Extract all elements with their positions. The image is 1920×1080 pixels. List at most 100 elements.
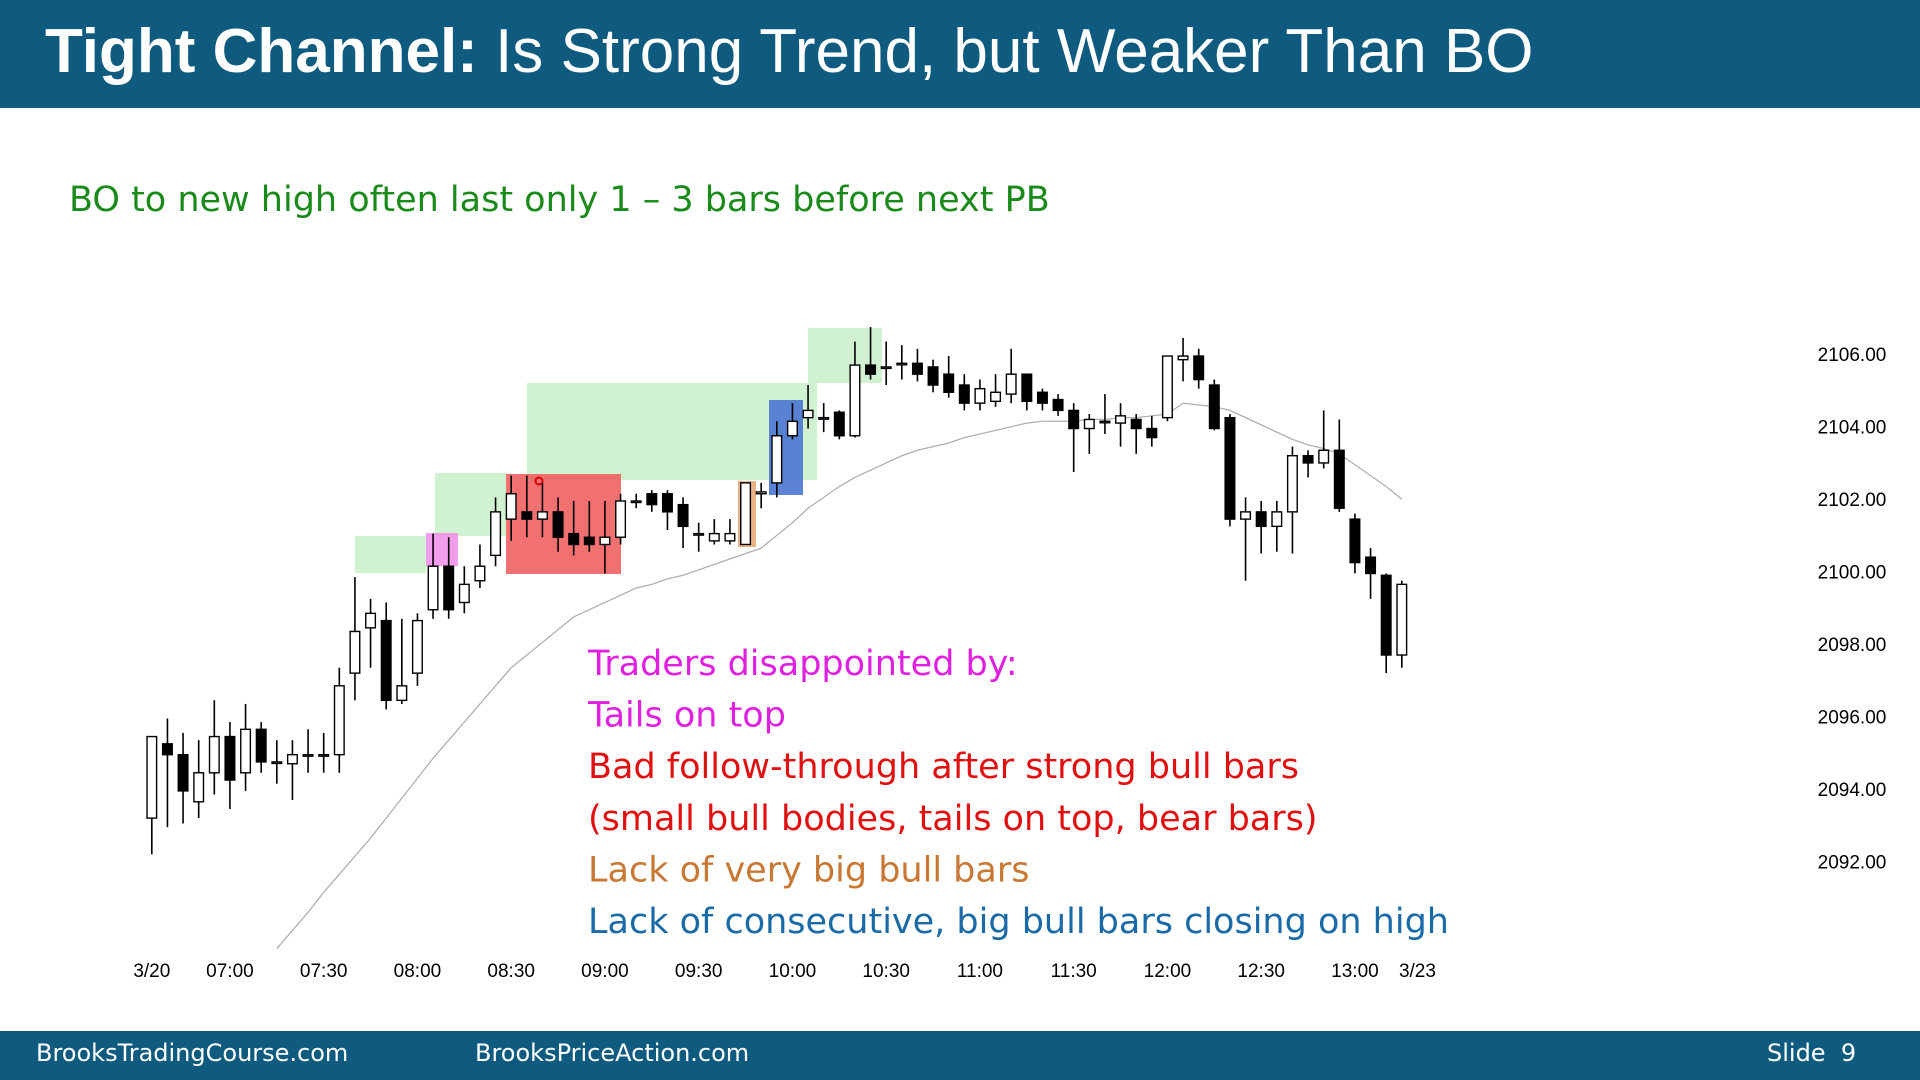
candle-body (911, 362, 923, 375)
x-tick-label: 3/23 (1399, 961, 1436, 982)
y-tick-label: 2094.00 (1818, 780, 1887, 801)
candle-body (1036, 391, 1048, 404)
candle-body (1115, 415, 1127, 424)
candle-body (1052, 398, 1064, 412)
x-tick-label: 08:30 (487, 961, 535, 982)
annotation: Traders disappointed by: (587, 644, 1018, 684)
marker (534, 476, 544, 486)
highlight-box (527, 383, 817, 480)
x-tick-label: 3/20 (133, 961, 170, 982)
y-tick-label: 2098.00 (1818, 635, 1887, 656)
candle-body (161, 743, 173, 756)
candle-body (349, 630, 361, 674)
candle-body (1318, 449, 1330, 464)
x-tick-label: 08:00 (394, 961, 442, 982)
highlight-box (355, 536, 426, 573)
candle-body (802, 409, 814, 419)
candle-body (302, 753, 314, 757)
annotation: Tails on top (587, 696, 786, 736)
highlight-box (426, 533, 458, 566)
footer-middle: BrooksPriceAction.com (475, 1039, 749, 1067)
candle-body (521, 511, 533, 520)
highlights (355, 328, 882, 574)
candle-body (1333, 449, 1345, 509)
footer-left: BrooksTradingCourse.com (36, 1039, 348, 1067)
candle-body (333, 685, 345, 756)
candle-body (208, 735, 220, 774)
candle-body (833, 411, 845, 437)
candle-body (927, 366, 939, 386)
candle-body (865, 364, 877, 375)
x-tick-label: 09:30 (675, 961, 723, 982)
candle-body (1255, 511, 1267, 528)
slide-title: Tight Channel: Is Strong Trend, but Weak… (45, 17, 1534, 86)
candle-body (708, 532, 720, 542)
candle-body (1286, 455, 1298, 513)
candle-body (396, 685, 408, 702)
annotation: (small bull bodies, tails on top, bear b… (588, 799, 1318, 839)
y-tick-label: 2102.00 (1818, 490, 1887, 511)
annotation: Lack of consecutive, big bull bars closi… (588, 902, 1449, 942)
candle-body (771, 435, 783, 484)
candle-body (943, 373, 955, 393)
candle-body (536, 511, 548, 520)
annotations: Traders disappointed by: Tails on top Bad … (587, 644, 1449, 942)
x-tick-label: 09:00 (581, 961, 629, 982)
x-tick-label: 11:00 (957, 961, 1003, 982)
candle-body (443, 565, 455, 611)
candle-body (818, 416, 830, 420)
candle-body (1146, 427, 1158, 439)
candle-body (896, 362, 908, 366)
annotation: Bad follow-through after strong bull bar… (588, 747, 1299, 787)
y-tick-label: 2104.00 (1818, 418, 1887, 439)
candle-body (1240, 511, 1252, 520)
candle-body (1271, 511, 1283, 528)
candle-body (693, 532, 705, 536)
x-tick-label: 10:00 (769, 961, 817, 982)
candle-body (1005, 373, 1017, 395)
candle-body (599, 536, 611, 546)
x-tick-label: 13:00 (1331, 961, 1379, 982)
header-bar (0, 0, 1920, 108)
candle-body (193, 772, 205, 803)
candle-body (505, 493, 517, 520)
candle-body (583, 536, 595, 546)
y-tick-label: 2106.00 (1818, 345, 1887, 366)
candle-body (880, 366, 892, 370)
candle-body (411, 619, 423, 674)
candle-body (458, 583, 470, 604)
candle-body (1099, 420, 1111, 424)
candle-body (990, 391, 1002, 403)
x-tick-label: 12:30 (1237, 961, 1285, 982)
title-rest: Is Strong Trend, but Weaker Than BO (495, 17, 1533, 86)
candle-body (255, 728, 267, 763)
candle-body (365, 612, 377, 629)
candle-body (1068, 409, 1080, 430)
candle-body (1349, 518, 1361, 564)
candle-body (552, 511, 564, 538)
candle-body (146, 735, 158, 819)
x-tick-label: 07:00 (206, 961, 254, 982)
candle-body (568, 532, 580, 546)
candle-body (271, 761, 283, 765)
annotation: Lack of very big bull bars (588, 850, 1029, 890)
subtitle: BO to new high often last only 1 – 3 bar… (69, 180, 1050, 220)
candle-body (490, 511, 502, 557)
candle-body (615, 500, 627, 538)
plot: 2092.00 2094.00 2096.00 2098.00 2100.00 2102.… (133, 327, 1886, 982)
candle-body (318, 753, 330, 757)
candle-body (974, 387, 986, 404)
x-tick-label: 12:00 (1144, 961, 1192, 982)
candle-body (849, 364, 861, 437)
candle-body (1021, 373, 1033, 403)
candle-body (1396, 583, 1408, 656)
candle-body (724, 532, 736, 542)
candle-body (286, 753, 298, 765)
candle-body (1177, 355, 1189, 361)
candle-body (1302, 455, 1314, 464)
title-bold: Tight Channel: (45, 17, 478, 86)
candle-body (661, 493, 673, 513)
candle-body (1193, 355, 1205, 381)
candle-body (1224, 416, 1236, 520)
